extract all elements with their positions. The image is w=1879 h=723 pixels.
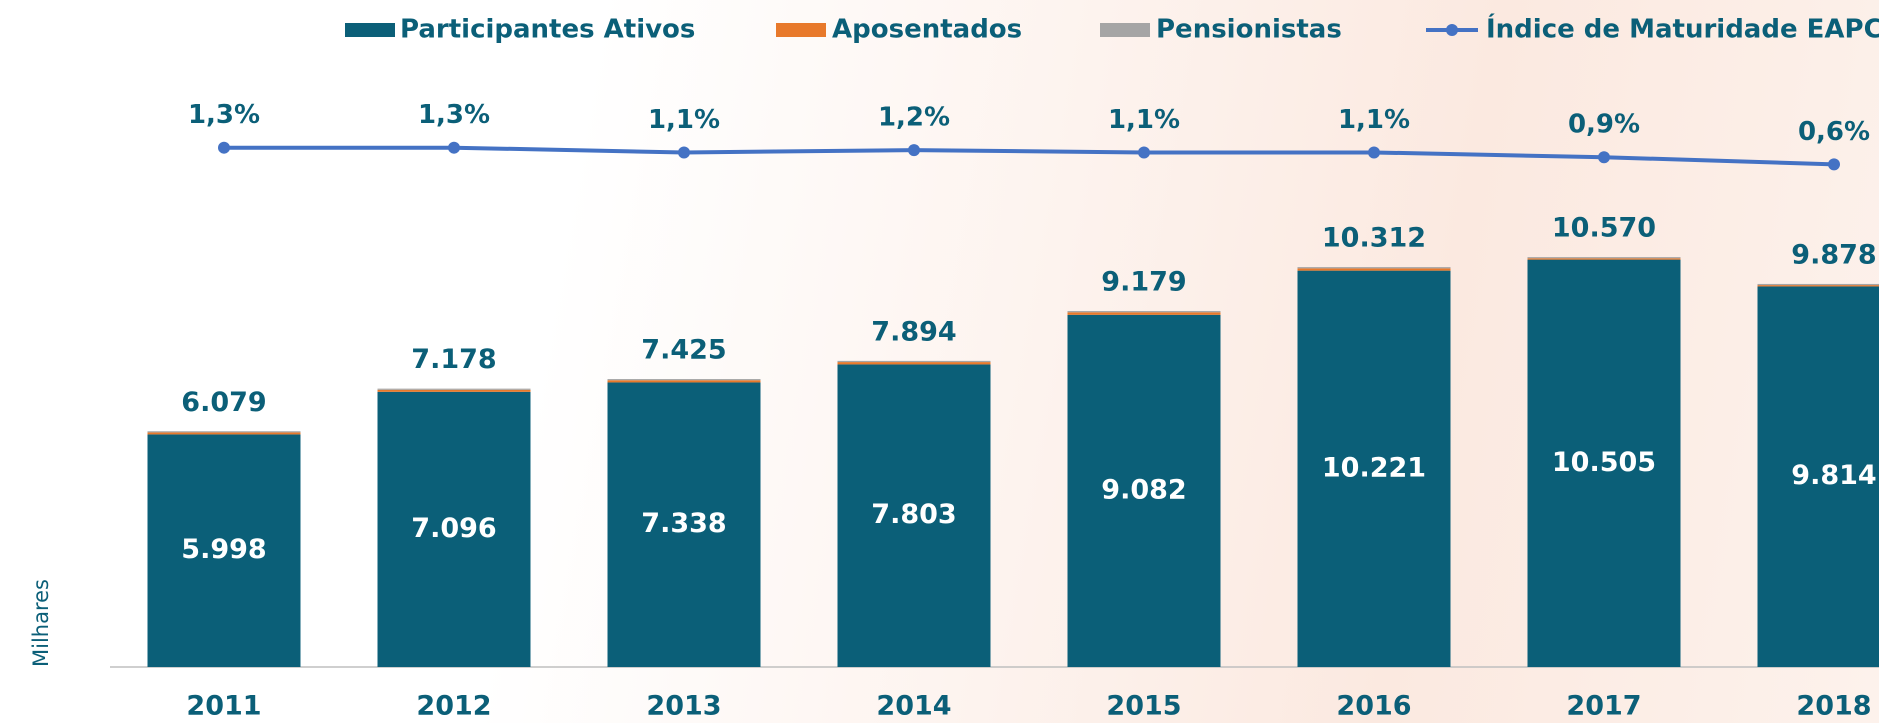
total-label: 9.878	[1791, 239, 1876, 270]
total-label: 9.179	[1101, 267, 1186, 298]
bar-value-label: 10.221	[1322, 452, 1426, 483]
index-point	[1598, 151, 1610, 164]
total-label: 7.894	[871, 316, 956, 347]
index-label: 1,1%	[648, 105, 720, 135]
legend-label: Índice de Maturidade EAPC	[1486, 13, 1879, 45]
bar-segment	[377, 388, 531, 390]
index-point	[678, 146, 690, 159]
bar-segment	[147, 431, 301, 433]
total-label: 10.570	[1552, 213, 1656, 244]
index-point	[908, 144, 920, 157]
bar-value-label: 10.505	[1552, 447, 1656, 478]
bar-segment	[1527, 259, 1681, 667]
bar-segment	[1757, 283, 1879, 286]
index-label: 0,6%	[1798, 117, 1870, 147]
legend-swatch	[1100, 23, 1150, 37]
index-label: 0,9%	[1568, 110, 1640, 140]
total-label: 7.178	[411, 344, 496, 375]
x-tick-label: 2014	[876, 691, 951, 722]
index-label: 1,3%	[188, 100, 260, 130]
x-tick-label: 2015	[1106, 691, 1181, 722]
bar-segment	[147, 432, 301, 435]
bar-segment	[377, 389, 531, 392]
bar-segment	[837, 360, 991, 363]
bar-segment	[1757, 286, 1879, 667]
total-label: 10.312	[1322, 223, 1426, 254]
index-point	[448, 141, 460, 154]
index-point	[1368, 146, 1380, 159]
bar-segment	[607, 379, 761, 381]
bar-segment	[1067, 312, 1221, 315]
index-label: 1,2%	[878, 103, 950, 133]
y-axis-label: Milhares	[29, 579, 53, 667]
bar-segment	[1297, 267, 1451, 269]
x-tick-label: 2016	[1336, 691, 1411, 722]
x-tick-label: 2011	[186, 691, 261, 722]
bar-value-label: 7.803	[871, 499, 956, 530]
bar-segment	[1297, 270, 1451, 667]
bar-segment	[1297, 268, 1451, 271]
bar-segment	[1527, 258, 1681, 260]
index-point	[218, 141, 230, 154]
x-tick-label: 2017	[1566, 691, 1641, 722]
bar-segment	[607, 382, 761, 667]
x-tick-label: 2018	[1796, 691, 1871, 722]
bar-segment	[147, 434, 301, 667]
total-label: 7.425	[641, 335, 726, 366]
bar-value-label: 9.082	[1101, 474, 1186, 505]
bar-segment	[1527, 257, 1681, 259]
index-label: 1,1%	[1108, 105, 1180, 135]
bar-value-label: 5.998	[181, 534, 266, 565]
bar-segment	[377, 391, 531, 667]
index-label: 1,3%	[418, 100, 490, 130]
x-tick-label: 2013	[646, 691, 721, 722]
x-tick-label: 2012	[416, 691, 491, 722]
index-point	[1828, 158, 1840, 171]
index-point	[1138, 146, 1150, 159]
legend-marker	[1446, 24, 1458, 36]
bar-value-label: 7.096	[411, 513, 496, 544]
bar-value-label: 9.814	[1791, 460, 1876, 491]
bar-segment	[607, 380, 761, 383]
bar-segment	[837, 364, 991, 667]
index-line	[224, 145, 1835, 167]
bar-segment	[1067, 314, 1221, 667]
total-label: 6.079	[181, 387, 266, 418]
legend-label: Pensionistas	[1156, 15, 1342, 45]
legend-swatch	[345, 23, 395, 37]
legend-label: Aposentados	[832, 15, 1022, 45]
bar-segment	[1757, 285, 1879, 287]
bar-segment	[837, 362, 991, 365]
legend-label: Participantes Ativos	[400, 15, 695, 45]
bar-segment	[1067, 311, 1221, 313]
legend-swatch	[776, 23, 826, 37]
index-label: 1,1%	[1338, 105, 1410, 135]
bar-value-label: 7.338	[641, 508, 726, 539]
